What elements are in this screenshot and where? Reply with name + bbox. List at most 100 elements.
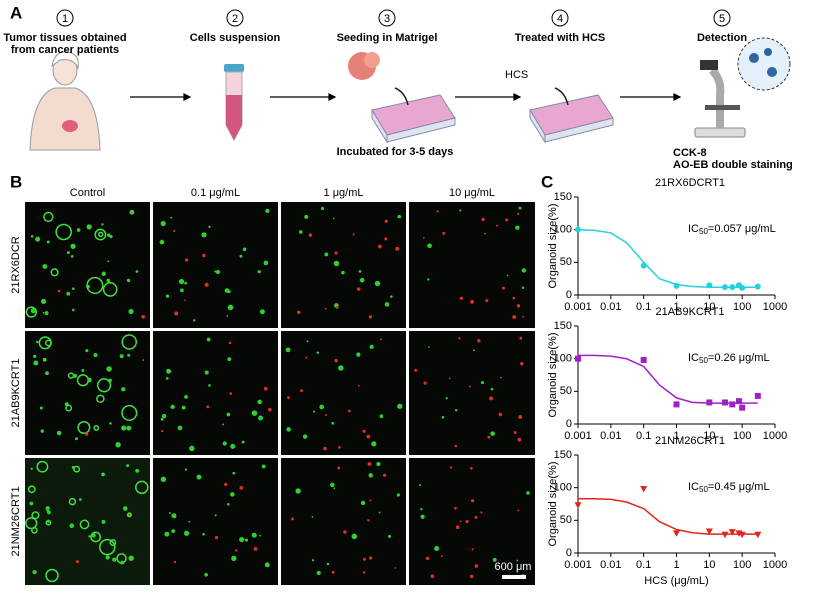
organoid [471,548,474,551]
organoid [129,209,135,215]
organoid [459,296,463,300]
organoid [180,288,184,293]
organoid [45,371,49,376]
micrograph [281,331,406,455]
organoid [286,427,291,432]
drug-label: HCS [505,69,528,81]
organoid [86,276,104,295]
organoid [414,368,418,372]
step-number: 3 [384,13,390,25]
organoid [166,368,172,374]
organoid [46,509,50,512]
organoid [141,314,146,319]
organoid [295,488,301,494]
organoid [306,340,309,343]
organoid [442,231,446,235]
organoid [39,406,43,410]
organoid [214,514,217,517]
organoid [520,362,524,366]
arrows [130,93,682,101]
scale-bar [502,575,526,579]
organoid [264,562,270,568]
organoid [259,534,261,537]
annotation-suffix: =0.45 μg/mL [708,481,770,493]
organoid [517,509,520,512]
step-number: 1 [62,13,68,25]
organoid [91,532,96,538]
column-label: Control [70,187,105,199]
marker [673,530,680,537]
organoid [241,440,245,444]
organoid [121,404,138,421]
organoid [226,314,229,317]
micrograph-background [409,458,535,585]
organoid [70,243,76,249]
organoid [40,429,44,433]
organoid [40,298,47,304]
organoid [56,430,62,436]
marker [575,226,581,233]
organoid [31,511,40,520]
organoid [517,437,522,442]
x-tick-label: 0.001 [564,559,592,571]
organoid [101,472,105,477]
organoid [334,358,338,363]
step-title: Detection [697,32,747,44]
organoid [337,466,341,470]
organoid [359,277,365,283]
organoid [77,420,91,435]
organoid [369,556,373,560]
plate-icon [348,52,456,144]
organoid [454,409,458,412]
column-label: 0.1 μg/mL [191,187,240,199]
organoid [455,525,460,530]
x-tick-label: 100 [733,301,751,313]
organoid [333,260,340,267]
organoid [184,281,188,285]
organoid [496,224,499,227]
x-tick-label: 1 [673,430,679,442]
row-label: 21AB9KCRT1 [10,359,22,428]
step-title: Treated with HCS [515,32,605,44]
y-tick-label: 50 [560,385,572,397]
annotation-subscript: 50 [699,356,708,365]
organoid [367,519,370,522]
annotation-suffix: =0.26 μg/mL [708,352,770,364]
incubation-note: Incubated for 3-5 days [337,146,454,158]
organoid [43,211,54,223]
organoid [313,410,316,413]
chart-title: 21NM26CRT1 [655,435,725,447]
organoid [170,404,175,410]
organoid [178,278,185,285]
organoid [165,294,170,298]
organoid [434,545,440,551]
organoid [184,299,186,301]
organoid [371,441,377,447]
organoid [127,353,131,357]
organoid [469,574,474,579]
organoid [239,254,243,258]
organoid [285,347,291,353]
organoid [316,351,320,355]
organoid [498,412,503,417]
annotation: IC50=0.45 μg/mL [688,481,770,494]
organoid [135,468,140,473]
microscope-icon [694,37,791,138]
organoid [338,446,341,449]
organoid [159,239,165,245]
y-tick-label: 100 [554,224,572,236]
y-axis-label: Organoid size(%) [547,462,559,547]
organoid [485,299,489,303]
organoid [420,507,423,511]
organoid [239,536,245,543]
organoid [351,533,358,540]
x-tick-label: 10 [703,301,715,313]
organoid [465,519,469,524]
row-label: 21NM26CRT1 [10,486,22,556]
organoid [257,270,261,274]
organoid [425,556,430,561]
organoid [119,354,124,359]
organoid [521,286,525,290]
organoid [298,230,303,234]
